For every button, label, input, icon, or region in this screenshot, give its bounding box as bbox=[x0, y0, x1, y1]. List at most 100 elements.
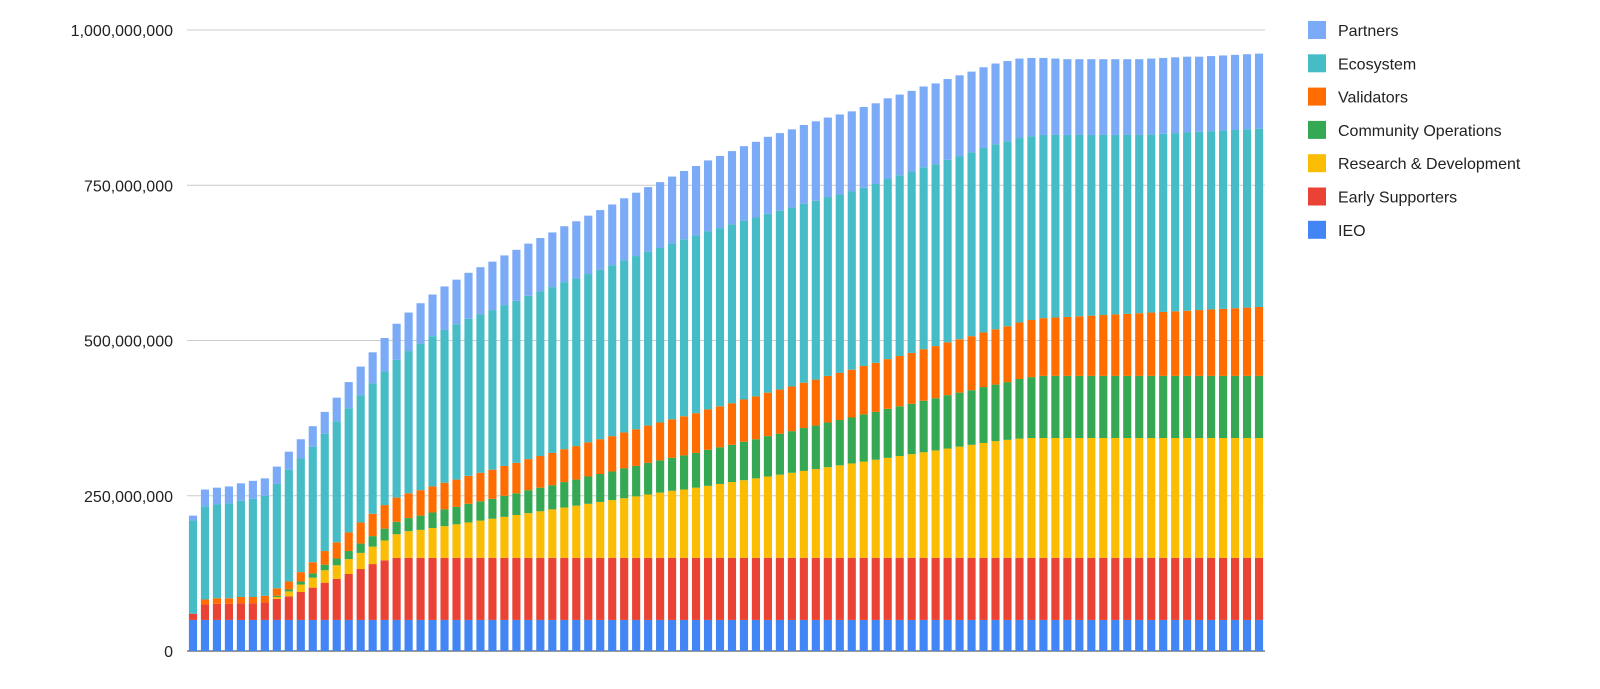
bar-segment bbox=[859, 414, 868, 462]
bar-stack bbox=[1039, 57, 1048, 651]
bar-segment bbox=[1039, 557, 1048, 620]
bar-stack bbox=[572, 221, 581, 651]
bar-segment bbox=[835, 557, 844, 620]
bar-segment bbox=[548, 509, 557, 558]
bar-segment bbox=[1207, 375, 1216, 438]
bar-segment bbox=[488, 261, 497, 311]
bar-segment bbox=[1135, 375, 1144, 438]
bar-segment bbox=[572, 446, 581, 480]
bar-stack bbox=[811, 121, 820, 651]
bar-segment bbox=[1183, 438, 1192, 558]
bar-segment bbox=[440, 526, 449, 558]
bar-segment bbox=[811, 121, 820, 201]
bar-segment bbox=[1230, 308, 1240, 376]
bar-segment bbox=[703, 231, 713, 410]
bar-segment bbox=[356, 395, 365, 523]
bar-segment bbox=[1242, 557, 1252, 620]
bar-segment bbox=[859, 107, 868, 188]
bar-segment bbox=[512, 557, 521, 620]
bar-segment bbox=[560, 449, 569, 483]
bar-segment bbox=[1123, 619, 1132, 651]
bar-stack bbox=[775, 133, 784, 651]
bar-stack bbox=[560, 226, 569, 651]
bar-segment bbox=[272, 483, 281, 589]
bar-stack bbox=[739, 146, 749, 651]
bar-segment bbox=[1027, 438, 1036, 558]
bar-segment bbox=[500, 516, 509, 558]
bar-segment bbox=[368, 564, 377, 620]
legend-item: Ecosystem bbox=[1308, 54, 1416, 73]
bar-segment bbox=[1087, 315, 1096, 376]
bar-stack bbox=[428, 294, 437, 651]
bar-segment bbox=[320, 619, 329, 651]
bar-segment bbox=[1242, 129, 1252, 308]
bar-segment bbox=[200, 489, 210, 507]
bar-segment bbox=[799, 382, 808, 429]
bar-segment bbox=[1015, 619, 1024, 651]
bar-segment bbox=[596, 501, 605, 558]
bar-stack bbox=[883, 98, 892, 651]
bar-segment bbox=[907, 619, 916, 651]
bar-segment bbox=[931, 83, 940, 165]
bar-segment bbox=[1015, 379, 1024, 439]
bar-segment bbox=[943, 159, 952, 343]
bar-segment bbox=[224, 503, 233, 599]
bar-segment bbox=[1254, 53, 1264, 129]
bar-stack bbox=[548, 232, 557, 651]
bar-segment bbox=[584, 274, 593, 443]
bar-segment bbox=[1254, 128, 1264, 307]
bar-segment bbox=[188, 515, 198, 521]
bar-segment bbox=[644, 425, 653, 463]
bar-segment bbox=[680, 619, 689, 651]
bar-stack bbox=[1111, 59, 1120, 651]
bar-segment bbox=[464, 557, 473, 620]
bar-stack bbox=[464, 272, 473, 651]
bar-segment bbox=[979, 619, 988, 651]
bar-segment bbox=[1075, 557, 1084, 620]
bar-segment bbox=[751, 396, 761, 440]
bar-segment bbox=[739, 619, 749, 651]
bar-segment bbox=[919, 557, 928, 620]
bar-segment bbox=[823, 197, 832, 376]
bar-segment bbox=[1003, 61, 1012, 142]
bar-segment bbox=[416, 515, 425, 530]
bar-segment bbox=[320, 570, 329, 583]
bar-segment bbox=[1051, 317, 1060, 376]
bar-stack bbox=[536, 238, 545, 651]
bar-segment bbox=[356, 543, 365, 553]
bar-segment bbox=[1027, 557, 1036, 620]
bar-segment bbox=[656, 619, 665, 651]
bar-segment bbox=[440, 557, 449, 620]
bar-segment bbox=[236, 603, 245, 620]
bar-segment bbox=[1230, 54, 1240, 130]
bar-segment bbox=[1207, 619, 1216, 651]
y-tick-label: 1,000,000,000 bbox=[71, 23, 173, 40]
bar-segment bbox=[1254, 557, 1264, 620]
bar-segment bbox=[1003, 557, 1012, 620]
bar-segment bbox=[715, 228, 725, 407]
bar-segment bbox=[871, 557, 880, 620]
bar-segment bbox=[727, 224, 737, 404]
bar-segment bbox=[1242, 438, 1252, 558]
bar-segment bbox=[644, 619, 653, 651]
bar-segment bbox=[799, 125, 808, 204]
bar-segment bbox=[751, 619, 761, 651]
bar-segment bbox=[416, 490, 425, 516]
bar-segment bbox=[919, 349, 928, 401]
bar-segment bbox=[1147, 619, 1156, 651]
bar-segment bbox=[847, 417, 856, 464]
bar-segment bbox=[943, 395, 952, 449]
bar-segment bbox=[787, 431, 796, 473]
bar-segment bbox=[656, 422, 665, 461]
bar-segment bbox=[212, 487, 222, 505]
bar-segment bbox=[404, 493, 413, 519]
bar-segment bbox=[1135, 313, 1144, 376]
bar-segment bbox=[1015, 138, 1024, 323]
bar-segment bbox=[668, 243, 677, 420]
bar-stack bbox=[1242, 54, 1252, 651]
bar-segment bbox=[668, 419, 677, 458]
bar-segment bbox=[200, 619, 210, 651]
bar-segment bbox=[572, 505, 581, 558]
bar-stack bbox=[955, 75, 964, 651]
bar-segment bbox=[979, 557, 988, 620]
